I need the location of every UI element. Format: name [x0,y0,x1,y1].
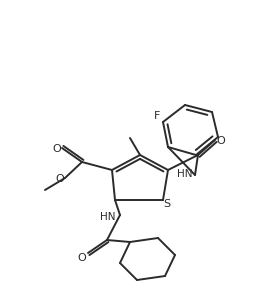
Text: HN: HN [178,169,193,179]
Text: O: O [78,253,86,263]
Text: HN: HN [101,212,116,222]
Text: O: O [56,174,64,184]
Text: F: F [154,111,160,121]
Text: O: O [217,136,225,146]
Text: S: S [163,199,171,209]
Text: O: O [53,144,61,154]
